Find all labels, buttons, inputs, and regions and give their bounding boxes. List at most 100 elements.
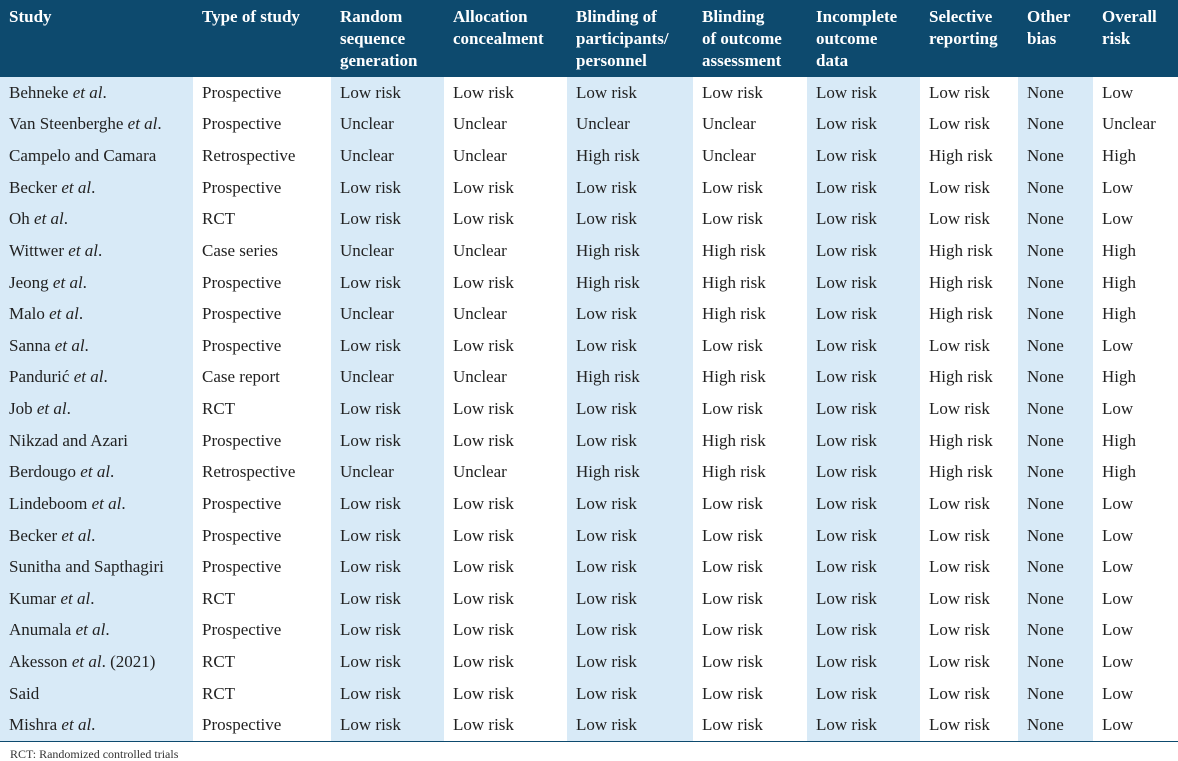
study-name: Van Steenberghe [9, 114, 128, 134]
table-row: Behneke et al. Prospective Low risk Low ris… [0, 77, 1178, 109]
table-cell: Low risk [331, 266, 444, 299]
table-cell: Low risk [807, 646, 920, 678]
study-suffix: . [105, 620, 110, 640]
study-etal: et al [61, 525, 92, 545]
table-cell: Low risk [567, 583, 693, 615]
table-cell: Prospective [202, 304, 282, 324]
study-cell: Malo et al. [0, 298, 193, 330]
table-row: Oh et al. RCT Low risk Low risk Low risk Low … [0, 203, 1178, 236]
study-etal: et al [54, 335, 85, 355]
study-name: Job [9, 399, 37, 419]
table-cell: Low risk [453, 588, 514, 608]
table-cell: None [1018, 488, 1093, 520]
table-cell: Low risk [444, 709, 567, 742]
study-cell: Wittwer et al. [0, 235, 193, 267]
study-etal: et al [127, 114, 158, 134]
table-cell: Unclear [453, 146, 507, 166]
study-cell: Pandurić et al. [0, 361, 193, 394]
study-suffix: . [91, 525, 96, 545]
table-row: Becker et al. Prospective Low risk Low risk… [0, 519, 1178, 552]
table-cell: Unclear [331, 235, 444, 267]
table-cell: RCT [202, 683, 236, 703]
study-name: Becker [9, 177, 62, 197]
table-cell: Low risk [453, 399, 514, 419]
table-cell: Low risk [331, 393, 444, 425]
study-name: Said [9, 683, 40, 703]
study-name: Malo [9, 304, 50, 324]
table-cell: None [1018, 108, 1093, 141]
table-cell: Low risk [567, 171, 693, 204]
study-name: Behneke [9, 82, 73, 102]
table-cell: High risk [929, 462, 993, 482]
table-cell: High risk [929, 367, 993, 387]
table-cell: Unclear [453, 367, 507, 387]
table-header: Study Type of study Random sequence genera… [0, 0, 1178, 77]
table-cell: Low risk [702, 493, 763, 513]
study-name: Jeong [9, 272, 53, 292]
table-cell: Low risk [567, 709, 693, 742]
table-cell: Low risk [331, 424, 444, 457]
table-cell: Low risk [567, 424, 693, 457]
table-cell: Unclear [331, 361, 444, 394]
table-cell: Low risk [567, 298, 693, 330]
table-cell: RCT [202, 652, 236, 672]
table-cell: High risk [567, 235, 693, 267]
table-cell: None [1018, 677, 1093, 710]
table-cell: Low risk [929, 209, 990, 229]
table-cell: None [1018, 614, 1093, 647]
table-cell: Low risk [920, 709, 1018, 742]
column-header: Other bias [1018, 0, 1093, 77]
table-cell: High risk [929, 272, 993, 292]
table-cell: Low risk [929, 683, 990, 703]
table-cell: Low [1093, 709, 1178, 742]
study-suffix: . [90, 588, 95, 608]
table-row: Kumar et al. RCT Low risk Low risk Low risk L… [0, 583, 1178, 615]
table-cell: Low [1102, 335, 1134, 355]
table-cell: None [1018, 583, 1093, 615]
table-cell: High risk [567, 140, 693, 172]
table-cell: Unclear [331, 298, 444, 330]
table-cell: Low risk [567, 519, 693, 552]
table-footnote: RCT: Randomized controlled trials [10, 747, 179, 761]
study-suffix: . [121, 493, 126, 513]
table-cell: None [1018, 171, 1093, 204]
table-cell: Low risk [693, 709, 807, 742]
table-cell: Low risk [567, 646, 693, 678]
study-name: Lindeboom [9, 493, 92, 513]
table-cell: Low risk [807, 709, 920, 742]
study-name: Becker [9, 525, 62, 545]
table-cell: High risk [702, 240, 766, 260]
table-cell: Low risk [702, 209, 763, 229]
table-cell: Unclear [453, 304, 507, 324]
study-suffix: . [91, 715, 96, 735]
table-row: Mishra et al. Prospective Low risk Low risk… [0, 709, 1178, 742]
study-cell: Job et al. [0, 393, 193, 425]
table-cell: Low risk [807, 583, 920, 615]
study-suffix: . (2021) [101, 652, 156, 672]
study-cell: Mishra et al. [0, 709, 193, 742]
table-cell: Unclear [1102, 114, 1156, 134]
table-cell: Low [1102, 82, 1134, 102]
table-cell: Low [1102, 652, 1134, 672]
table-cell: Low risk [331, 614, 444, 647]
table-cell: Low risk [453, 272, 514, 292]
table-cell: High risk [929, 146, 993, 166]
table-cell: Low risk [331, 677, 444, 710]
table-cell: Prospective [202, 430, 282, 450]
study-cell: Becker et al. [0, 519, 193, 552]
study-cell: Akesson et al. (2021) [0, 646, 193, 678]
study-suffix: . [103, 367, 108, 387]
table-cell: Low risk [807, 677, 920, 710]
study-cell: Sanna et al. [0, 330, 193, 362]
table-cell: Low risk [702, 399, 763, 419]
study-name: Oh [9, 209, 35, 229]
study-etal: et al [68, 240, 99, 260]
table-cell: High risk [929, 304, 993, 324]
table-cell: None [1018, 646, 1093, 678]
table-cell: Low risk [453, 683, 514, 703]
study-etal: et al [91, 493, 122, 513]
table-cell: Low risk [929, 557, 990, 577]
table-cell: High risk [567, 361, 693, 394]
table-cell: High risk [929, 430, 993, 450]
table-cell: Low risk [453, 177, 514, 197]
